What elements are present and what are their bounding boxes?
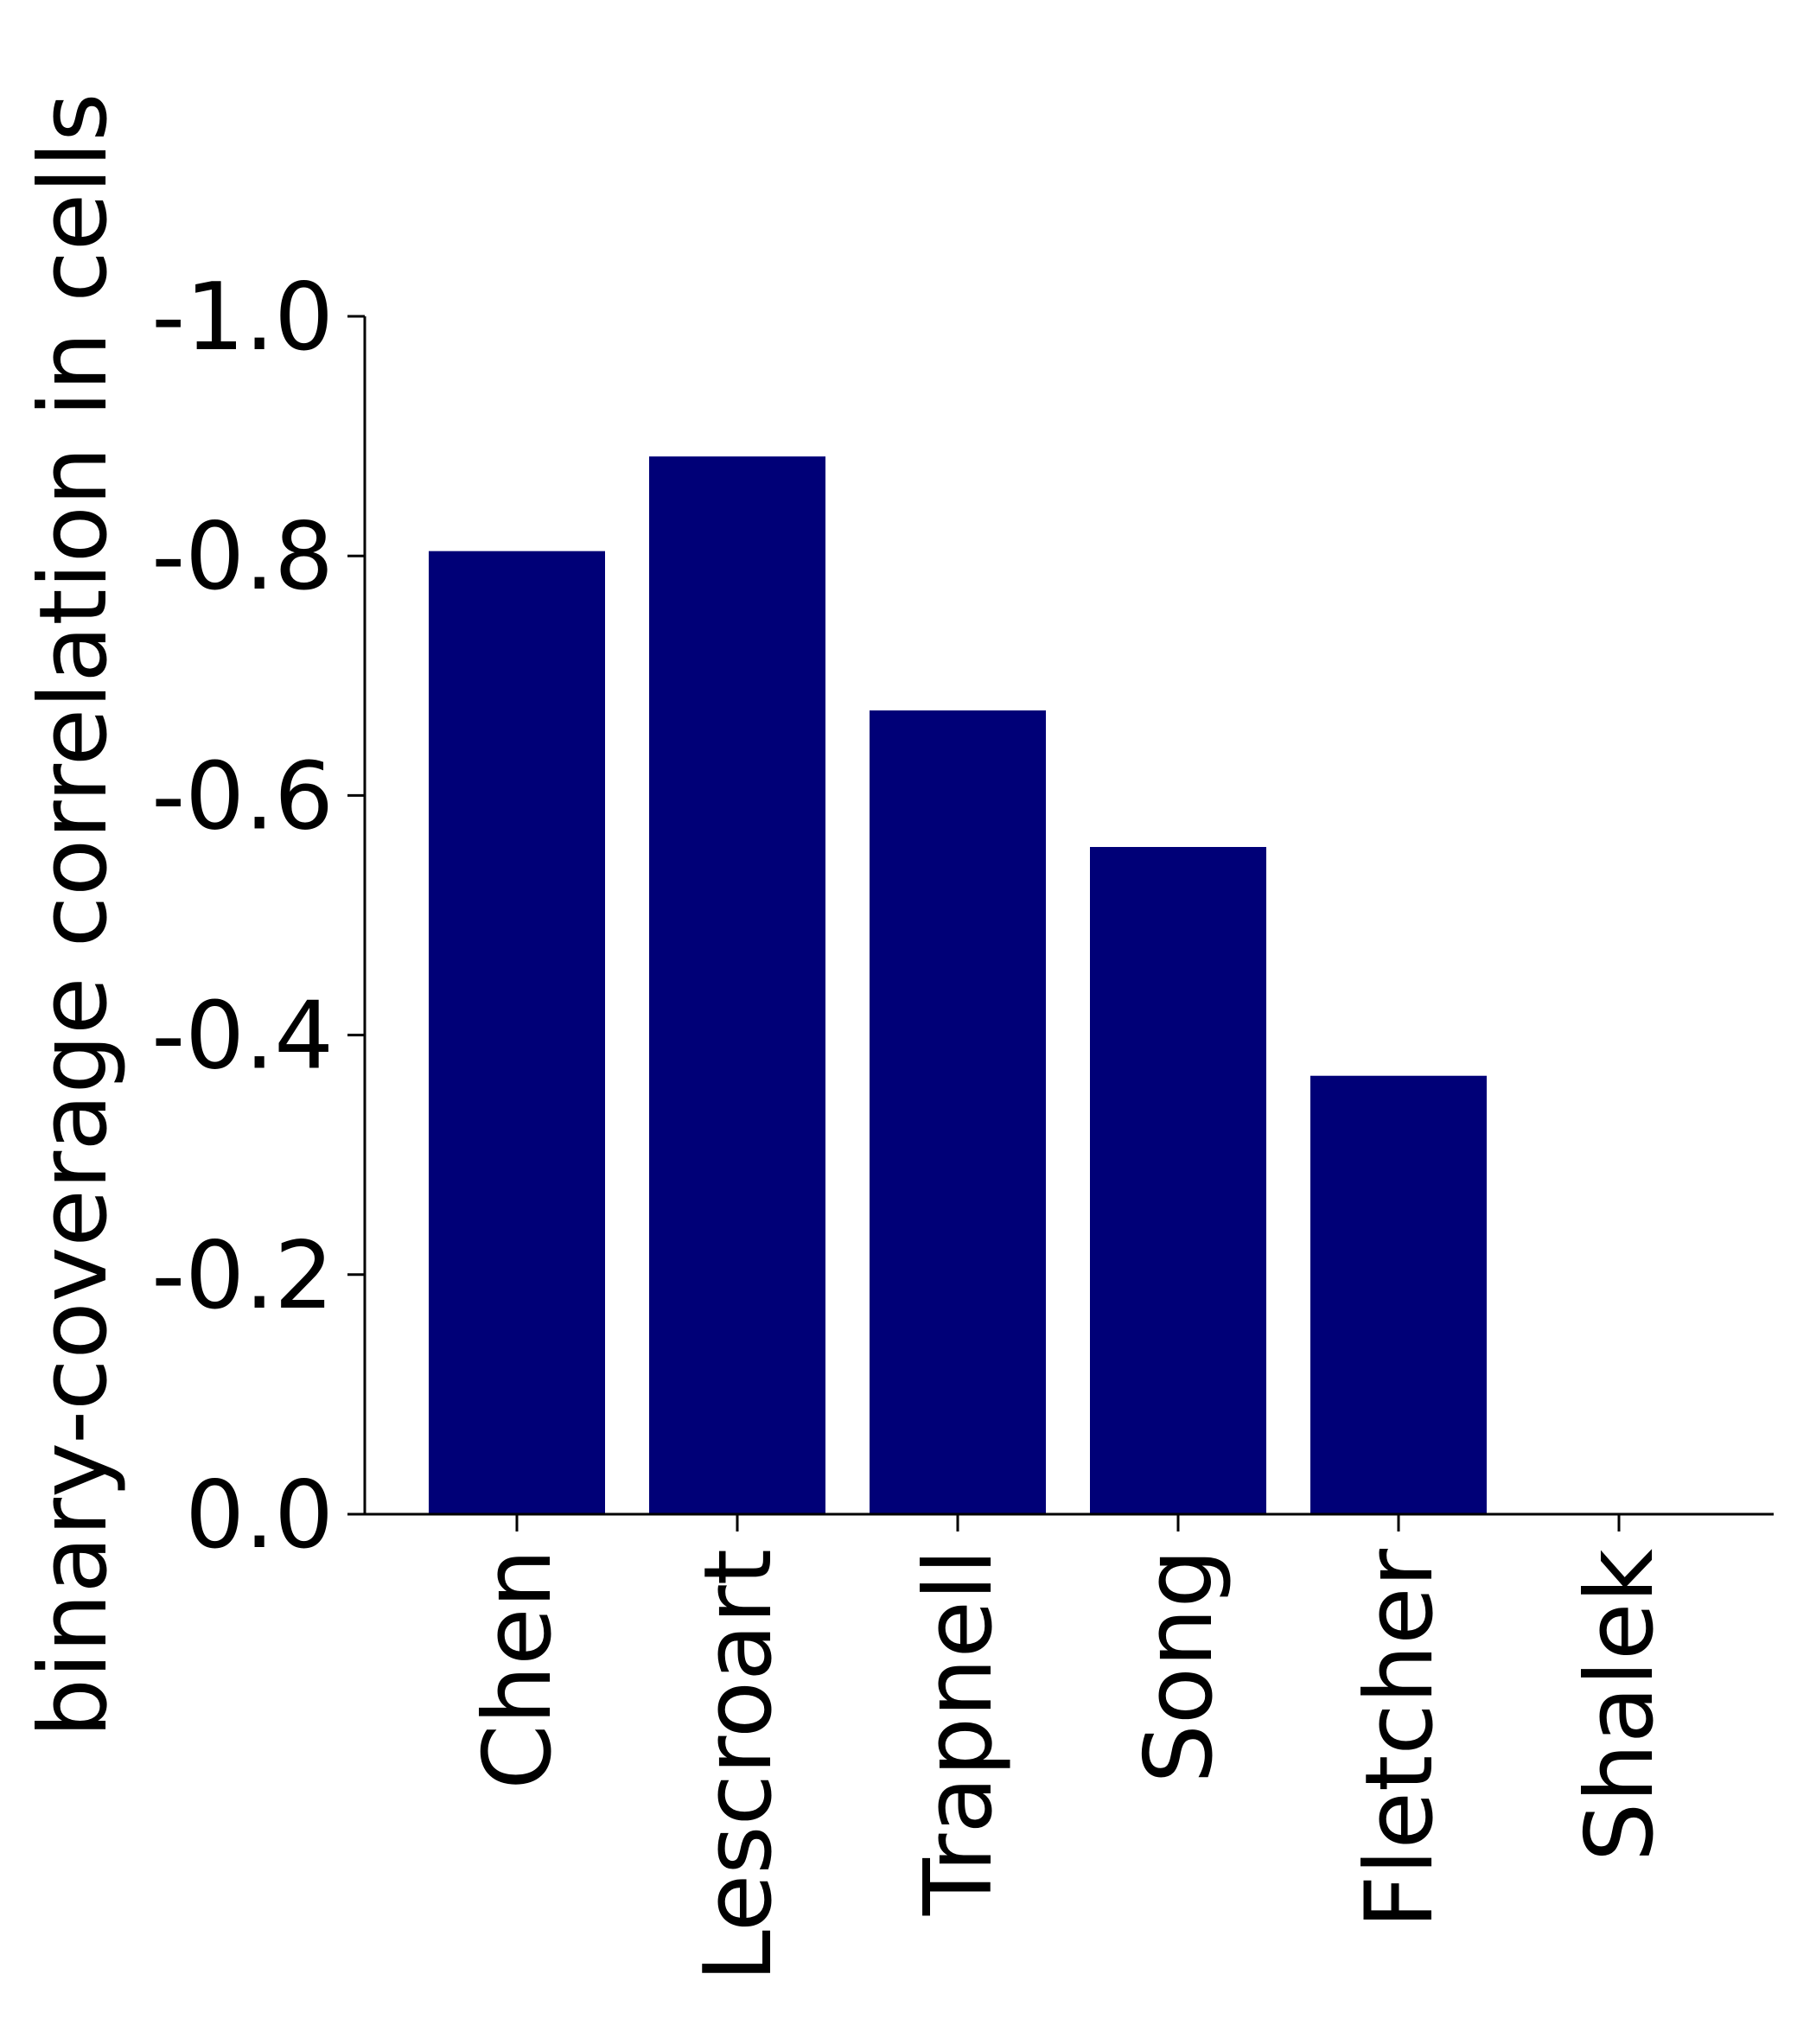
bar-lescroart [649,456,825,1514]
y-axis-title: binary-coverage correlation in cells [20,92,128,1737]
y-tick-label: -0.8 [151,503,334,611]
bar-chen [429,551,605,1514]
y-axis-ticks: 0.0 -0.2 -0.4 -0.6 -0.8 -1.0 [151,264,365,1570]
y-tick-label: -0.4 [151,983,334,1091]
bar-song [1090,846,1266,1514]
y-tick-label: -0.6 [151,742,334,850]
bars-group [429,456,1487,1514]
x-tick-label-chen: Chen [464,1549,572,1790]
x-tick-label-fletcher: Fletcher [1346,1548,1454,1928]
x-tick-label-shalek: Shalek [1566,1549,1674,1863]
x-tick-label-lescroart: Lescroart [685,1549,793,1982]
x-tick-label-trapnell: Trapnell [905,1549,1013,1916]
x-tick-label-song: Song [1125,1549,1233,1784]
x-axis-ticks: Chen Lescroart Trapnell Song Fletcher Shalek [464,1514,1674,1982]
bar-trapnell [870,710,1046,1514]
y-tick-label: -0.2 [151,1222,334,1330]
bar-fletcher [1310,1075,1487,1514]
y-tick-label: 0.0 [185,1461,334,1570]
y-tick-label: -1.0 [151,264,334,372]
